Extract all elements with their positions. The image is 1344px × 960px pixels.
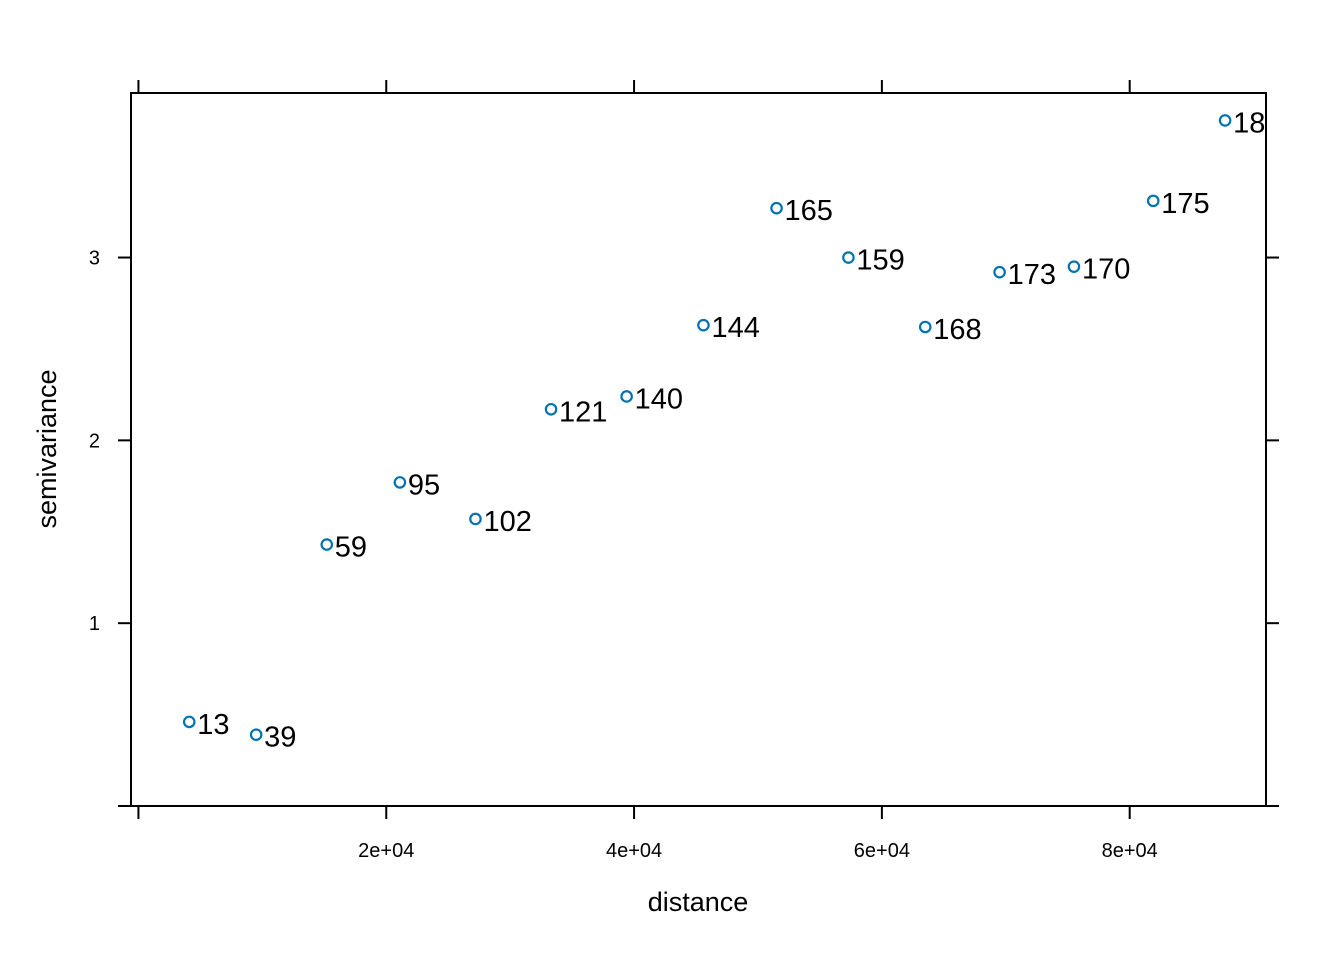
data-points (182, 114, 1232, 741)
data-point-label-140: 140 (635, 383, 683, 415)
data-point-140 (620, 390, 633, 403)
data-point-18 (1218, 114, 1232, 127)
x-tick-label-4: 8e+04 (1102, 840, 1158, 862)
data-point-121 (544, 402, 558, 416)
data-point-label-121: 121 (559, 396, 607, 428)
data-point-label-159: 159 (856, 245, 904, 277)
data-point-label-102: 102 (483, 506, 531, 538)
data-point-144 (697, 318, 710, 332)
y-tick-label-2: 2 (89, 430, 100, 452)
data-point-label-59: 59 (335, 532, 367, 564)
data-point-label-18: 18 (1233, 107, 1265, 139)
data-point-175 (1146, 194, 1160, 208)
data-point-59 (320, 538, 334, 551)
data-point-173 (993, 265, 1006, 279)
data-point-168 (918, 320, 932, 334)
data-point-label-165: 165 (785, 195, 833, 227)
data-point-95 (393, 476, 407, 489)
data-point-39 (249, 728, 263, 741)
x-tick-label-3: 6e+04 (854, 840, 910, 862)
y-axis-title: semivariance (32, 369, 62, 528)
data-point-label-144: 144 (711, 312, 759, 344)
data-point-label-13: 13 (197, 709, 229, 741)
x-axis-title: distance (648, 887, 749, 917)
x-tick-label-2: 4e+04 (606, 840, 662, 862)
data-point-102 (469, 512, 482, 526)
axis-ticks (118, 80, 1279, 819)
data-point-label-175: 175 (1161, 188, 1209, 220)
plot-frame (130, 92, 1267, 807)
data-point-label-95: 95 (408, 469, 440, 501)
y-tick-label-3: 3 (89, 248, 100, 270)
data-point-159 (842, 251, 855, 264)
data-point-165 (770, 201, 783, 215)
data-point-label-173: 173 (1008, 259, 1056, 291)
x-tick-label-1: 2e+04 (358, 840, 414, 862)
y-tick-label-1: 1 (89, 613, 100, 635)
data-point-170 (1067, 260, 1081, 273)
data-point-labels: 13 39 59 95 102 121 140 144 165 159 168 173 170 175 18 (197, 107, 1265, 753)
data-point-label-168: 168 (933, 314, 981, 346)
data-point-13 (182, 715, 196, 729)
data-point-label-170: 170 (1082, 254, 1130, 286)
axis-tick-labels: 2e+04 4e+04 6e+04 8e+04 1 2 3 (89, 248, 1158, 862)
data-point-label-39: 39 (264, 722, 296, 754)
